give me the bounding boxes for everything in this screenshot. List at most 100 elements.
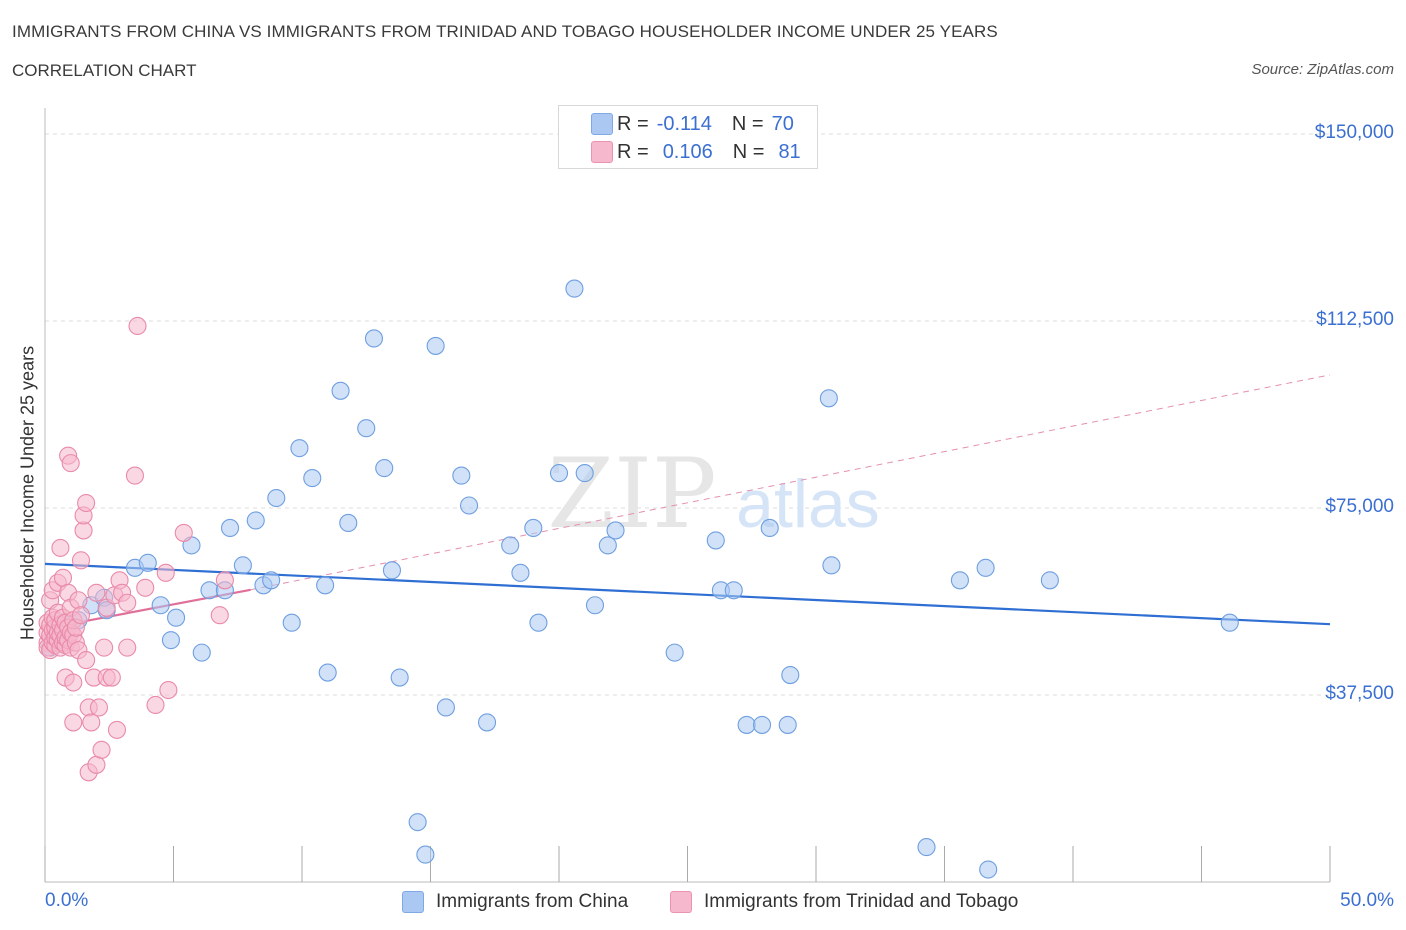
y-tick-label: $112,500 — [1316, 309, 1394, 330]
point-trinidad — [95, 638, 114, 657]
bottom-legend-label-china: Immigrants from China — [436, 891, 629, 912]
point-china — [665, 643, 684, 662]
point-china — [246, 511, 265, 530]
point-trinidad — [64, 673, 83, 692]
trend-line-extension — [250, 374, 1331, 591]
legend-swatch-china — [591, 113, 613, 135]
point-china — [331, 381, 350, 400]
chart-title: IMMIGRANTS FROM CHINA VS IMMIGRANTS FROM… — [12, 22, 998, 41]
point-trinidad — [128, 316, 147, 336]
point-china — [760, 518, 779, 537]
legend-row-china: R = -0.114 N = 70 — [591, 112, 794, 136]
stats-legend: R = -0.114 N = 70 R = 0.106 N = 81 — [558, 105, 818, 169]
point-china — [436, 698, 455, 717]
point-trinidad — [64, 713, 83, 732]
bottom-legend-label-trinidad: Immigrants from Trinidad and Tobago — [704, 891, 1019, 912]
y-tick-label: $150,000 — [1314, 122, 1394, 143]
point-china — [1220, 613, 1239, 632]
point-china — [778, 715, 797, 734]
point-china — [390, 668, 409, 687]
legend-n-label: N = — [731, 112, 764, 135]
data-points — [38, 279, 1239, 879]
point-china — [452, 466, 471, 485]
legend-r-value: -0.114 — [656, 112, 712, 135]
grid-lines — [45, 133, 1330, 696]
point-trinidad — [92, 740, 111, 759]
point-china — [575, 464, 594, 483]
point-china — [781, 666, 800, 685]
point-china — [606, 521, 625, 540]
legend-r-value: 0.106 — [662, 140, 713, 163]
point-trinidad — [61, 454, 80, 473]
point-trinidad — [136, 578, 155, 597]
point-trinidad — [87, 583, 106, 602]
point-china — [950, 571, 969, 590]
point-china — [151, 596, 170, 615]
point-china — [220, 518, 240, 537]
point-china — [408, 813, 427, 832]
point-trinidad — [118, 638, 137, 657]
point-china — [976, 558, 995, 577]
bottom-legend-swatch-trinidad — [670, 891, 692, 913]
point-trinidad — [82, 713, 101, 732]
point-china — [549, 464, 569, 483]
point-china — [267, 488, 286, 508]
x-tick-label-min: 0.0% — [45, 890, 89, 911]
point-china — [477, 713, 497, 732]
point-china — [138, 553, 157, 572]
point-trinidad — [69, 591, 88, 610]
legend-n-value: 70 — [771, 112, 794, 135]
y-tick-label: $37,500 — [1325, 683, 1394, 704]
source-credit: Source: ZipAtlas.com — [1251, 61, 1394, 78]
legend-row-trinidad: R = 0.106 N = 81 — [591, 140, 801, 164]
point-trinidad — [125, 466, 144, 485]
point-trinidad — [146, 695, 165, 715]
point-trinidad — [71, 606, 91, 625]
point-china — [316, 576, 335, 595]
point-china — [737, 715, 756, 734]
zipatlas-watermark: ZIP atlas — [547, 438, 879, 550]
bottom-legend-swatch-china — [402, 891, 424, 913]
point-china — [167, 608, 186, 627]
point-trinidad — [107, 720, 127, 739]
point-china — [724, 581, 743, 600]
point-china — [598, 536, 617, 555]
legend-n-value: 81 — [778, 140, 801, 163]
point-trinidad — [118, 593, 137, 612]
point-china — [1040, 571, 1059, 590]
point-china — [511, 563, 530, 582]
point-china — [318, 663, 337, 682]
point-china — [375, 459, 394, 478]
point-trinidad — [77, 651, 96, 670]
x-tick-label-max: 50.0% — [1340, 890, 1394, 911]
point-china — [459, 496, 479, 515]
point-china — [161, 631, 180, 650]
point-trinidad — [215, 571, 234, 590]
point-china — [200, 581, 219, 600]
point-trinidad — [51, 538, 70, 557]
point-china — [529, 613, 548, 632]
point-china — [303, 469, 322, 488]
point-china — [917, 838, 936, 857]
point-china — [706, 531, 725, 550]
bottom-legend-trinidad: Immigrants from Trinidad and Tobago — [670, 888, 1018, 916]
point-trinidad — [89, 698, 109, 717]
point-china — [565, 279, 584, 298]
point-china — [364, 329, 384, 348]
point-trinidad — [159, 680, 178, 700]
legend-swatch-trinidad — [591, 141, 613, 163]
point-china — [585, 596, 605, 615]
point-china — [501, 536, 520, 555]
watermark-atlas: atlas — [736, 466, 880, 542]
point-trinidad — [77, 493, 96, 513]
point-china — [752, 715, 772, 734]
point-trinidad — [174, 523, 193, 542]
point-china — [382, 561, 402, 580]
point-china — [282, 613, 301, 632]
point-china — [339, 513, 358, 533]
legend-n-label: N = — [732, 140, 765, 163]
y-axis-label: Householder Income Under 25 years — [17, 345, 38, 641]
point-china — [416, 845, 435, 864]
point-china — [290, 439, 309, 458]
